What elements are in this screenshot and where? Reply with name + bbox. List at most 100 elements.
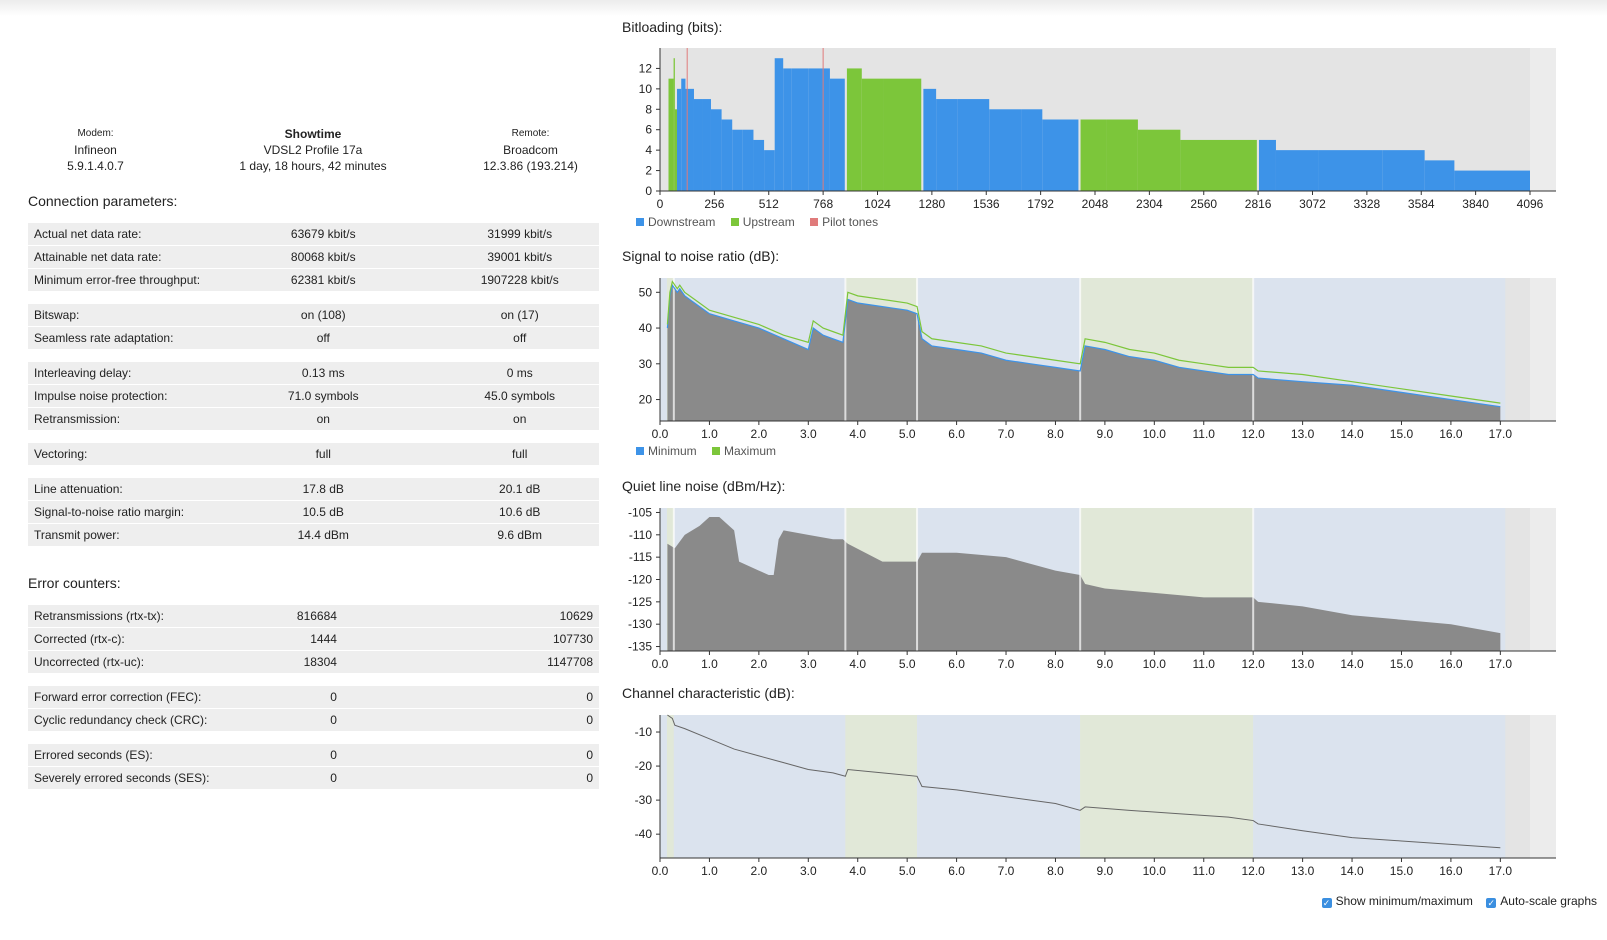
row-label: Uncorrected (rtx-uc): [28, 650, 249, 674]
legend-downstream: Downstream [636, 215, 715, 229]
downstream-bar [957, 99, 990, 191]
x-tick-label: 7.0 [998, 427, 1015, 441]
x-tick-label: 512 [759, 197, 779, 211]
x-tick-label: 13.0 [1291, 864, 1315, 878]
x-tick-label: 3.0 [800, 864, 817, 878]
y-tick-label: 10 [639, 82, 653, 96]
remote-info: Remote: Broadcom 12.3.86 (193.214) [458, 126, 603, 174]
legend-swatch-maximum [712, 447, 721, 455]
modem-vendor: Infineon [74, 143, 117, 157]
upstream-value: 0 [530, 708, 599, 732]
table-row: Interleaving delay: 0.13 ms 0 ms [28, 362, 599, 385]
status-text: Showtime [284, 127, 342, 141]
x-tick-label: 9.0 [1097, 427, 1114, 441]
table-row: Bitswap: on (108) on (17) [28, 304, 599, 327]
remote-version: 12.3.86 (193.214) [483, 159, 578, 173]
legend-pilot-tones: Pilot tones [810, 215, 878, 229]
legend-upstream: Upstream [730, 215, 795, 229]
x-tick-label: 3840 [1462, 197, 1489, 211]
x-tick-label: 0.0 [652, 657, 669, 671]
x-tick-label: 4.0 [849, 864, 866, 878]
row-label: Transmit power: [28, 523, 207, 547]
x-tick-label: 2048 [1082, 197, 1109, 211]
upstream-value: 0 ms [440, 362, 599, 385]
x-tick-label: 15.0 [1390, 864, 1414, 878]
downstream-bar [721, 119, 733, 191]
row-label: Impulse noise protection: [28, 384, 207, 408]
downstream-bar [710, 109, 722, 191]
downstream-bar [742, 129, 754, 191]
autoscale-option[interactable]: ✓ Auto-scale graphs [1486, 894, 1597, 908]
y-tick-label: -30 [635, 793, 653, 807]
x-tick-label: 12.0 [1242, 864, 1266, 878]
x-tick-label: 7.0 [998, 864, 1015, 878]
upstream-bar [1180, 139, 1257, 191]
modem-version: 5.9.1.4.0.7 [67, 159, 124, 173]
band-down [660, 508, 667, 651]
y-tick-label: -105 [628, 505, 652, 519]
legend-label-maximum: Maximum [724, 444, 777, 458]
upstream-value: 0 [530, 766, 599, 790]
row-label: Retransmissions (rtx-tx): [28, 605, 249, 628]
x-tick-label: 1792 [1027, 197, 1054, 211]
upstream-value: 45.0 symbols [440, 384, 599, 408]
upstream-value: 31999 kbit/s [440, 223, 599, 246]
y-tick-label: 0 [645, 184, 652, 198]
row-gap [28, 430, 599, 443]
x-tick-label: 14.0 [1340, 657, 1364, 671]
channel-characteristic-chart: 0.0 1.0 2.0 3.0 4.0 5.0 6.0 7.0 8.0 9.0 10.0 11.0 12… [635, 714, 1556, 878]
legend-swatch-pilot [810, 218, 819, 226]
row-gap [28, 349, 599, 362]
row-label: Bitswap: [28, 304, 207, 327]
show-minmax-checkbox[interactable]: ✓ [1321, 898, 1332, 908]
row-label: Line attenuation: [28, 478, 207, 501]
y-tick-label: -125 [628, 595, 652, 609]
row-gap [28, 731, 599, 744]
upstream-bar [1080, 119, 1107, 191]
top-shade [0, 0, 1607, 16]
x-tick-label: 2560 [1190, 197, 1217, 211]
downstream-value: full [206, 443, 441, 466]
row-label: Vectoring: [28, 443, 207, 466]
table-row: Severely errored seconds (SES): 0 0 [28, 766, 599, 790]
band-down [1253, 715, 1506, 858]
x-tick-label: 8.0 [1047, 657, 1064, 671]
show-minmax-option[interactable]: ✓ Show minimum/maximum [1321, 894, 1473, 908]
y-tick-label: 8 [645, 102, 652, 116]
uptime-text: 1 day, 18 hours, 42 minutes [239, 159, 387, 173]
table-row: Retransmissions (rtx-tx): 816684 10629 [28, 605, 599, 628]
upstream-value: 9.6 dBm [440, 523, 599, 547]
table-row: Signal-to-noise ratio margin: 10.5 dB 10.6… [28, 500, 599, 524]
row-label: Signal-to-noise ratio margin: [28, 500, 207, 524]
x-tick-label: 3328 [1354, 197, 1381, 211]
quiet-line-noise-chart: 0.0 1.0 2.0 3.0 4.0 5.0 6.0 7.0 8.0 9.0 10.0 11.0 12… [628, 505, 1556, 671]
downstream-bar [732, 129, 743, 191]
downstream-value: on [206, 407, 441, 431]
remote-label: Remote: [511, 128, 550, 139]
bitloading-legend: Downstream Upstream Pilot tones [636, 215, 890, 229]
x-tick-label: 9.0 [1097, 657, 1114, 671]
x-tick-label: 8.0 [1047, 864, 1064, 878]
x-tick-label: 5.0 [899, 657, 916, 671]
table-row: Uncorrected (rtx-uc): 18304 1147708 [28, 650, 599, 674]
downstream-bar [685, 88, 694, 191]
upstream-value: on (17) [440, 304, 599, 327]
upstream-bar [673, 58, 675, 191]
x-tick-label: 7.0 [998, 657, 1015, 671]
bitloading-title: Bitloading (bits): [622, 19, 723, 35]
row-gap [28, 291, 599, 304]
y-tick-label: -120 [628, 573, 652, 587]
upstream-value: 107730 [530, 627, 599, 651]
x-tick-label: 2816 [1245, 197, 1272, 211]
x-tick-label: 14.0 [1340, 864, 1364, 878]
row-label: Corrected (rtx-c): [28, 627, 249, 651]
x-tick-label: 6.0 [948, 427, 965, 441]
table-row: Attainable net data rate: 80068 kbit/s 390… [28, 245, 599, 269]
maximum-line [666, 280, 1501, 404]
x-tick-label: 11.0 [1193, 864, 1216, 878]
x-tick-label: 16.0 [1439, 427, 1463, 441]
x-tick-label: 3.0 [800, 427, 817, 441]
y-tick-label: -135 [628, 640, 652, 654]
x-tick-label: 13.0 [1291, 657, 1315, 671]
autoscale-checkbox[interactable]: ✓ [1486, 898, 1497, 908]
